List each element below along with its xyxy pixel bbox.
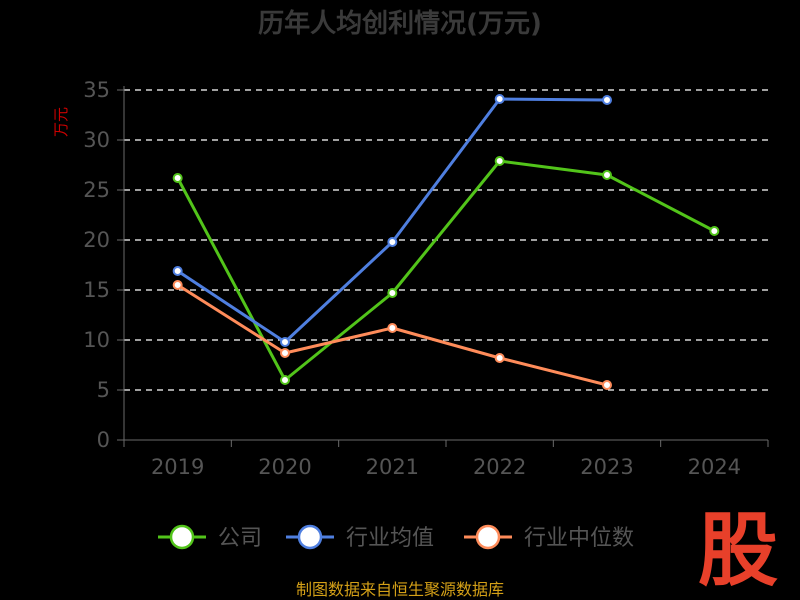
x-tick-label: 2023 bbox=[580, 455, 633, 479]
data-point bbox=[172, 266, 183, 276]
data-point bbox=[280, 375, 290, 385]
legend-item: 行业均值 bbox=[286, 524, 434, 551]
data-point bbox=[494, 94, 505, 104]
data-point bbox=[602, 380, 612, 390]
series-公司 bbox=[172, 156, 720, 385]
chart-title: 历年人均创利情况(万元) bbox=[258, 8, 542, 39]
data-point bbox=[387, 288, 398, 298]
data-point bbox=[602, 170, 612, 180]
series-line bbox=[176, 97, 608, 344]
data-point bbox=[280, 337, 290, 347]
series-行业中位数 bbox=[172, 280, 612, 390]
y-tick-label: 35 bbox=[83, 78, 110, 102]
data-point bbox=[494, 353, 505, 363]
x-tick-label: 2021 bbox=[366, 455, 419, 479]
x-tick-label: 2022 bbox=[473, 455, 526, 479]
data-point bbox=[602, 95, 612, 105]
legend-item: 公司 bbox=[158, 524, 262, 551]
series-lines bbox=[172, 94, 720, 390]
series-line bbox=[176, 159, 716, 382]
y-tick-label: 10 bbox=[83, 328, 110, 352]
data-point bbox=[709, 226, 720, 236]
legend-label: 行业均值 bbox=[346, 526, 434, 551]
data-point bbox=[494, 156, 505, 166]
y-axis-label: 万元 bbox=[52, 107, 70, 137]
data-point bbox=[172, 173, 183, 183]
legend-marker bbox=[297, 524, 323, 550]
y-tick-label: 20 bbox=[83, 228, 110, 252]
source-note: 制图数据来自恒生聚源数据库 bbox=[296, 580, 504, 599]
axes: 0 5 10 15 20 25 30 35 2019 2020 2021 2022 2023 2024 bbox=[83, 78, 769, 479]
gridlines bbox=[124, 89, 768, 391]
legend-label: 公司 bbox=[218, 526, 262, 551]
legend-marker bbox=[475, 524, 501, 550]
x-tick-label: 2019 bbox=[151, 455, 204, 479]
y-tick-label: 0 bbox=[97, 428, 110, 452]
legend-label: 行业中位数 bbox=[524, 526, 634, 551]
y-tick-label: 30 bbox=[83, 128, 110, 152]
series-行业均值 bbox=[172, 94, 612, 347]
y-tick-label: 25 bbox=[83, 178, 110, 202]
logo: 股 bbox=[698, 504, 778, 597]
legend-marker bbox=[169, 524, 195, 550]
x-tick-label: 2024 bbox=[688, 455, 741, 479]
data-point bbox=[387, 237, 398, 247]
y-tick-label: 5 bbox=[97, 378, 110, 402]
legend-item: 行业中位数 bbox=[464, 524, 634, 551]
x-tick-label: 2020 bbox=[258, 455, 311, 479]
data-point bbox=[387, 323, 398, 333]
y-tick-label: 15 bbox=[83, 278, 110, 302]
legend: 公司 行业均值 行业中位数 bbox=[158, 524, 634, 551]
data-point bbox=[280, 348, 290, 358]
data-point bbox=[172, 280, 183, 290]
